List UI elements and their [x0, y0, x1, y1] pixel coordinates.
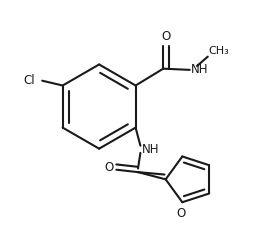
Text: NH: NH	[191, 63, 208, 76]
Text: O: O	[104, 161, 113, 174]
Text: NH: NH	[142, 143, 159, 156]
Text: O: O	[161, 30, 170, 43]
Text: Cl: Cl	[23, 74, 35, 87]
Text: CH₃: CH₃	[208, 46, 229, 56]
Text: O: O	[176, 207, 186, 219]
